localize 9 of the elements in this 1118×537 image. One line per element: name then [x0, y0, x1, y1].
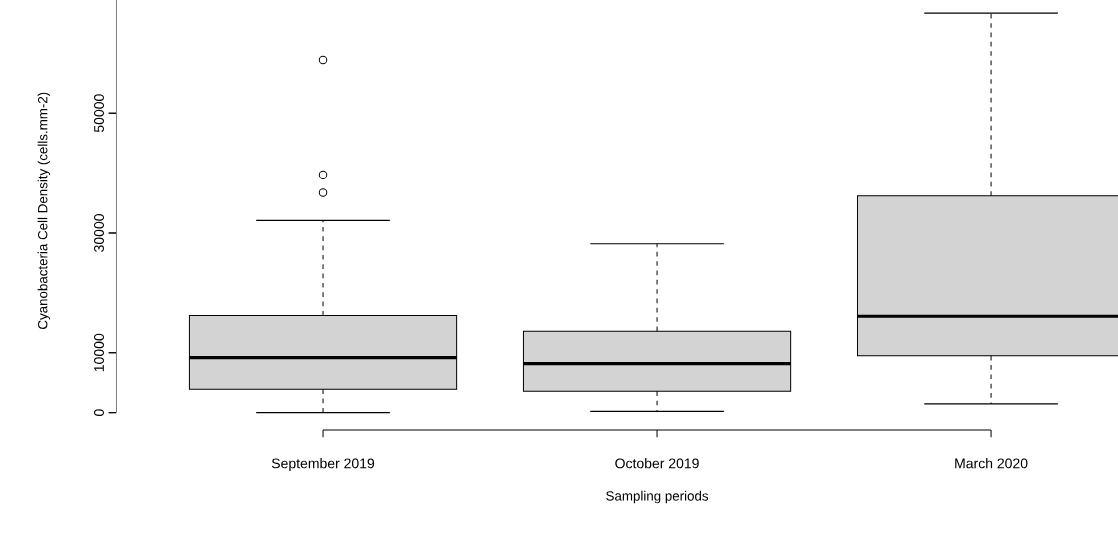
y-tick-label: 0	[94, 409, 104, 416]
x-axis-title: Sampling periods	[606, 490, 709, 504]
y-tick-label: 30000	[94, 214, 104, 252]
y-tick-label: 50000	[94, 94, 104, 133]
x-tick-label: September 2019	[271, 458, 375, 472]
x-tick-label: March 2020	[955, 458, 1028, 469]
y-axis-title: Cyanobacteria Cell Density (cells.mm-2)	[37, 92, 51, 329]
y-tick-label: 10000	[94, 333, 104, 372]
x-tick-label: October 2019	[615, 458, 699, 469]
